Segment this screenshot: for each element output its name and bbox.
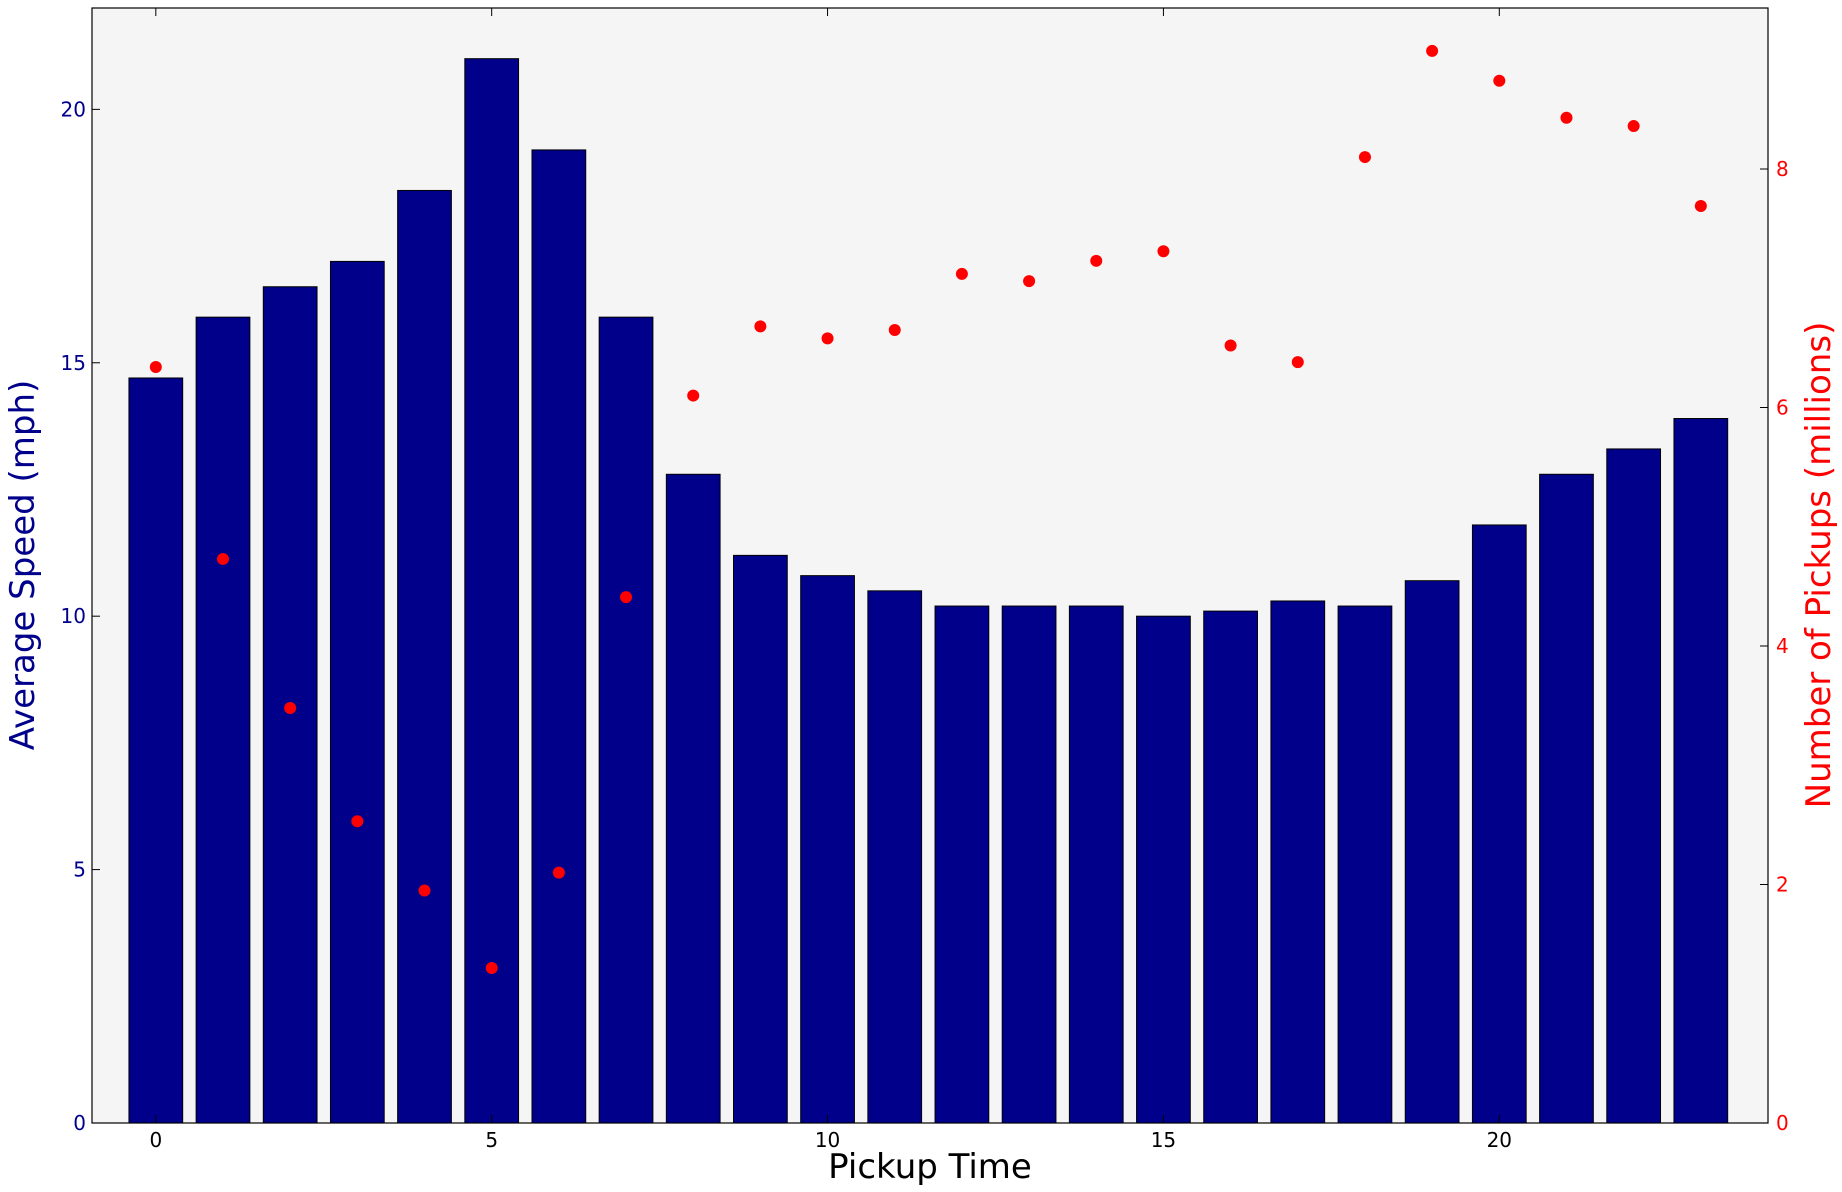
bar (1136, 615, 1191, 1124)
scatter-point (1426, 44, 1439, 57)
scatter-point (284, 702, 297, 715)
plot-frame (91, 7, 1769, 1124)
bar (1001, 605, 1057, 1124)
y2-tick-label: 8 (1776, 157, 1789, 181)
bar-series (128, 58, 1729, 1124)
scatter-point (687, 389, 700, 402)
scatter-point (216, 552, 229, 565)
y-tick-label: 10 (61, 604, 86, 628)
bar (329, 260, 385, 1124)
scatter-point (1224, 339, 1237, 352)
y-tick-label: 15 (61, 351, 86, 375)
scatter-point (1090, 254, 1103, 267)
scatter-point (351, 815, 364, 828)
bar (1068, 605, 1124, 1124)
x-tick-label: 20 (1487, 1128, 1512, 1152)
bar (1270, 600, 1326, 1124)
bar (1203, 610, 1258, 1124)
x-tick-label: 10 (815, 1128, 840, 1152)
y2-axis-title: Number of Pickups (millions) (1799, 322, 1839, 809)
bar (1606, 448, 1662, 1124)
bar (665, 473, 721, 1124)
scatter-point (418, 884, 431, 897)
y-tick-label: 5 (73, 858, 86, 882)
y2-tick-label: 0 (1776, 1111, 1789, 1135)
scatter-point (1023, 275, 1036, 288)
scatter-point (1157, 245, 1170, 258)
scatter-point (1493, 74, 1506, 87)
bar (1539, 473, 1594, 1124)
bar (531, 149, 587, 1124)
scatter-point (754, 320, 767, 333)
y-axis-title: Average Speed (mph) (3, 380, 43, 751)
scatter-point (620, 591, 633, 604)
scatter-point (552, 866, 565, 879)
scatter-point (1291, 356, 1304, 369)
y-axis-left: 0 5 10 15 20 (61, 97, 100, 1135)
scatter-point (1358, 151, 1371, 164)
scatter-series (149, 44, 1707, 974)
y2-tick-label: 2 (1776, 872, 1789, 896)
bar (1471, 524, 1527, 1124)
scatter-point (149, 360, 162, 373)
y-axis-right: 0 2 4 6 8 (1760, 157, 1789, 1135)
scatter-point (1627, 120, 1640, 133)
scatter-point (485, 961, 498, 974)
bar (934, 605, 990, 1124)
y-tick-label: 0 (73, 1111, 86, 1135)
bar (195, 316, 251, 1124)
scatter-point (1694, 199, 1707, 212)
y-tick-label: 20 (61, 97, 86, 121)
scatter-point (888, 323, 901, 336)
x-tick-label: 0 (149, 1128, 162, 1152)
x-axis-title: Pickup Time (828, 1147, 1032, 1187)
bar (1673, 418, 1729, 1124)
bar (733, 554, 788, 1124)
scatter-point (955, 267, 968, 280)
bar (867, 590, 923, 1124)
y2-tick-label: 6 (1776, 395, 1789, 419)
bar (1337, 605, 1393, 1124)
x-axis: 0 5 10 15 20 (149, 8, 1512, 1152)
bar (128, 377, 184, 1124)
bar (800, 575, 855, 1124)
y2-tick-label: 4 (1776, 634, 1789, 658)
scatter-point (821, 332, 834, 345)
bar (1404, 580, 1460, 1124)
bar (397, 189, 452, 1124)
x-tick-label: 15 (1151, 1128, 1176, 1152)
bar (598, 316, 654, 1124)
x-tick-label: 5 (485, 1128, 498, 1152)
scatter-point (1560, 111, 1573, 124)
